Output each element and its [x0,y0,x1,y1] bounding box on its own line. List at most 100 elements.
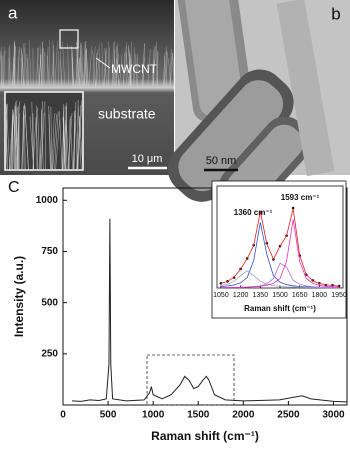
annotation: substrate [98,106,156,122]
fiber [65,114,70,170]
pointer [95,57,111,69]
fiber [21,103,25,170]
series-line [71,218,348,403]
fiber [133,47,135,87]
fiber [35,47,40,87]
fiber [143,43,145,87]
fiber [22,111,25,170]
nanotube-texture [0,39,175,87]
y-tick-label: 1000 [36,195,59,206]
fiber [83,41,86,87]
annotation-text: 1593 cm⁻¹ [281,193,320,202]
fiber [130,41,132,87]
data-point [291,206,295,210]
fiber [51,113,55,170]
fiber [92,46,96,87]
fiber [114,45,118,87]
fiber [86,58,89,87]
scale-label: 10 μm [132,153,163,165]
x-tick-label: 500 [100,410,117,421]
fiber [141,43,145,87]
fiber [24,106,29,170]
fiber [155,42,157,87]
fiber [16,46,20,87]
fiber [20,57,23,87]
fiber [50,106,53,170]
fiber [55,119,60,170]
fiber [52,114,57,170]
series-line [220,270,340,289]
fiber [79,115,84,170]
fiber [23,42,26,87]
fiber [44,101,46,170]
x-tick-label: 1800 [312,292,328,299]
panel-label: b [331,4,340,23]
fiber [37,107,41,170]
scale-label: 50 nm [206,155,237,167]
inset-frame [211,180,347,319]
fiber [103,50,108,87]
fiber [8,109,14,170]
fiber [170,53,173,87]
fiber [133,53,136,87]
fiber [153,58,155,87]
fiber [147,48,151,87]
x-axis-label: Raman shift (cm⁻¹) [244,304,316,313]
fiber [172,56,175,87]
fiber [46,55,50,87]
x-tick-label: 1650 [292,292,308,299]
x-tick-label: 2500 [277,410,300,421]
fiber [108,47,110,87]
fiber [46,47,49,87]
fiber [28,40,32,87]
fiber [79,59,83,87]
fiber [31,102,34,170]
fiber [96,58,100,87]
panel-label: C [8,179,20,196]
fiber [41,110,44,170]
fiber [77,106,82,170]
annotation: MWCNT [111,62,158,76]
fiber [37,47,39,87]
x-tick-label: 3000 [322,410,345,421]
fiber [84,48,87,87]
series-line [220,208,340,287]
fiber [26,54,29,87]
fiber [157,51,159,87]
zoom-square [59,29,79,49]
fiber [76,105,82,170]
fiber [166,52,168,87]
fiber [15,107,18,170]
panel-label: a [8,3,18,22]
fiber [69,116,73,170]
fiber [12,41,15,87]
fiber [63,102,68,170]
fiber [77,100,83,170]
fiber [107,41,109,87]
fiber [112,49,116,87]
fiber [39,54,41,87]
fiber [12,47,16,87]
fiber [5,104,8,170]
x-tick-label: 2000 [232,410,255,421]
inset-texture [5,100,84,170]
fiber [103,47,107,87]
fiber [171,52,175,87]
x-tick-label: 1500 [187,410,210,421]
fiber [163,50,168,87]
fiber [54,111,59,170]
y-tick-label: 250 [41,348,58,359]
fiber [51,52,55,87]
zoom-box [146,354,235,406]
annotation: 1593 cm⁻¹ [281,193,320,202]
fiber [12,112,18,170]
fiber [39,101,44,170]
fiber [35,105,38,170]
fiber [67,113,73,170]
fiber [123,46,127,87]
fiber [92,50,96,87]
y-tick-label: 500 [41,297,58,308]
fiber [152,49,155,87]
